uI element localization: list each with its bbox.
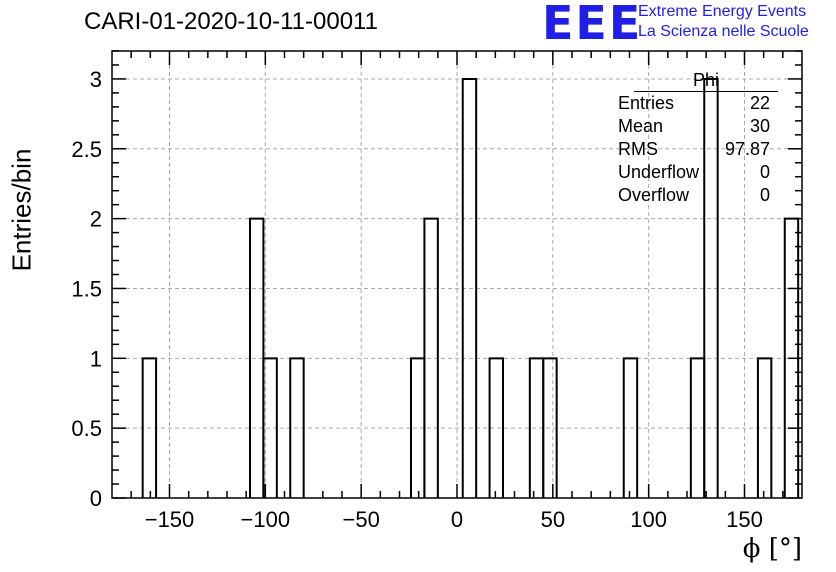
stats-row-underflow: Underflow 0 (610, 161, 778, 184)
x-axis-label: ϕ [°] (742, 534, 802, 564)
logo-tagline-2: La Scienza nelle Scuole (638, 23, 809, 40)
grid-lines (112, 51, 802, 498)
stats-label: Mean (618, 116, 664, 136)
stats-value: 22 (749, 93, 770, 113)
stats-value: 0 (759, 162, 770, 182)
stats-row-rms: RMS 97.87 (610, 138, 778, 161)
y-tick-label: 1.5 (71, 276, 102, 301)
stats-box-title: Phi (634, 70, 778, 92)
eee-logo: EEE (542, 0, 643, 50)
x-tick-label: 100 (630, 507, 667, 532)
histogram-bin (289, 357, 305, 498)
stats-row-overflow: Overflow 0 (610, 184, 778, 207)
x-tick-label: −50 (343, 507, 380, 532)
y-tick-label: 0 (90, 486, 102, 511)
y-axis-label: Entries/bin (6, 148, 37, 272)
stats-row-entries: Entries 22 (610, 92, 778, 115)
stats-label: Overflow (618, 185, 690, 205)
histogram-bin (542, 357, 558, 498)
x-axis-ticks: −150 −100 −50 0 50 100 150 (130, 51, 784, 532)
x-tick-label: −100 (241, 507, 291, 532)
y-axis-ticks: 0 0.5 1 1.5 2 2.5 3 (71, 50, 802, 511)
histogram-bin (703, 77, 719, 498)
x-tick-label: 0 (451, 507, 463, 532)
x-tick-label: 50 (541, 507, 565, 532)
histogram-bin (622, 357, 639, 498)
x-tick-label: 150 (726, 507, 763, 532)
y-tick-label: 1 (90, 346, 102, 371)
y-axis-label-wrapper: Entries/bin (6, 110, 37, 310)
histogram-bin (488, 357, 504, 498)
stats-value: 97.87 (724, 139, 770, 159)
stats-box: Phi Entries 22 Mean 30 RMS 97.87 Underfl… (610, 70, 778, 207)
logo-tagline-1: Extreme Energy Events (638, 3, 807, 20)
stats-value: 30 (749, 116, 770, 136)
histogram-bin (262, 357, 278, 498)
y-tick-label: 3 (90, 67, 102, 92)
histogram-bin (423, 217, 439, 498)
y-tick-label: 2.5 (71, 137, 102, 162)
x-tick-label: −150 (145, 507, 195, 532)
histogram-bin (141, 357, 158, 498)
stats-label: RMS (618, 139, 658, 159)
stats-label: Underflow (618, 162, 700, 182)
y-tick-label: 0.5 (71, 416, 102, 441)
histogram-bin (461, 77, 478, 498)
stats-row-mean: Mean 30 (610, 115, 778, 138)
stats-label: Entries (618, 93, 675, 113)
y-tick-label: 2 (90, 207, 102, 232)
chart-title: CARI-01-2020-10-11-00011 (84, 8, 378, 35)
stats-value: 0 (759, 185, 770, 205)
histogram-bin (756, 357, 773, 498)
